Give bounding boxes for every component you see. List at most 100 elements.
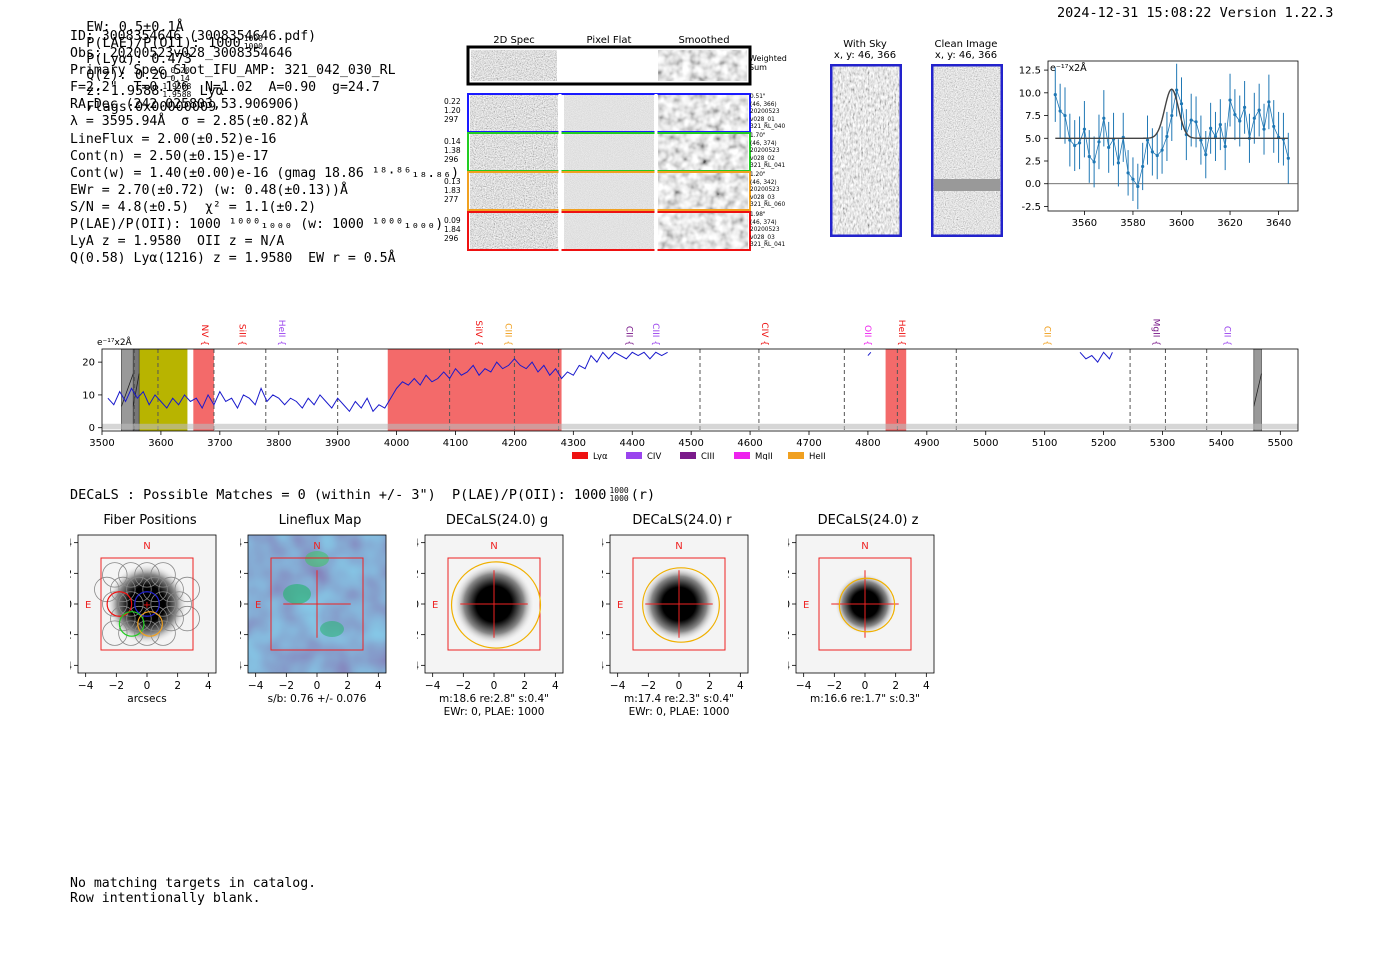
x-tick-label: 3700 [207, 438, 232, 449]
spectrum-line [867, 351, 872, 356]
aperture-ellipse [838, 577, 896, 633]
info-line: RA,Dec (242.025803,53.906906) [70, 97, 301, 113]
x-tick-label: 0 [314, 680, 321, 692]
east-label: E [803, 600, 809, 611]
x-tick-label: −4 [248, 680, 264, 692]
fiber-circle [118, 620, 144, 646]
info-line: Obs: 20200523v028_3008354646 [70, 46, 293, 62]
x-tick-label: −2 [827, 680, 842, 692]
info-line: Primary Spec_Slot_IFU_AMP: 321_042_030_R… [70, 63, 396, 79]
panel-caption: s/b: 0.76 +/- 0.076 [268, 693, 367, 705]
y-tick-label: 2 [788, 568, 790, 580]
y-axis-label: e⁻¹⁷x2Å [1050, 62, 1087, 74]
spec2d-panel: 2D Spec Pixel Flat Smoothed [440, 33, 800, 258]
fiber-circle [102, 562, 128, 588]
decals-panel: Fiber Positions + N E 4 −4 2 −2 0 0 −2 2 −4 4 arcsecs [70, 511, 250, 726]
east-label: E [432, 600, 438, 611]
x-tick-label: 4800 [855, 438, 880, 449]
x-tick-label: 4000 [384, 438, 409, 449]
info-line: EWr = 2.70(±0.72) (w: 0.48(±0.13))Å [70, 182, 348, 198]
row-stats: 0.22 1.20 297 [444, 97, 461, 124]
decals-image: + N E 4 −4 2 −2 0 0 −2 2 −4 4 arcsecs [70, 534, 217, 705]
y-tick-label: −4 [602, 660, 604, 672]
x-tick-label: 5200 [1091, 438, 1116, 449]
footer-notes: No matching targets in catalog. Row inte… [70, 876, 316, 906]
x-tick-label: −2 [109, 680, 124, 692]
fiber-circle [150, 591, 176, 617]
x-tick-label: 4500 [678, 438, 703, 449]
y-tick-label: 4 [788, 538, 790, 550]
y-tick-label: 5.0 [1025, 134, 1041, 145]
x-tick-label: 2 [174, 680, 181, 692]
fiber-circle [174, 605, 200, 632]
panel-caption: EWr: 0, PLAE: 1000 [629, 706, 730, 718]
x-tick-label: 4 [205, 680, 212, 692]
y-tick-label: −4 [788, 660, 790, 672]
flags-value: Flags:0x00000009 [86, 99, 217, 115]
plot-area [102, 349, 1298, 431]
fiber-circle [126, 605, 152, 632]
timestamp-version: 2024-12-31 15:08:22 Version 1.22.3 [1057, 5, 1334, 21]
row-meta: 0.51" (46, 366) 20200523 v028_01 321_RL_040 [750, 94, 786, 130]
decals-panel: DECaLS(24.0) rNE4−42−200−22−44m:17.4 re:… [602, 511, 782, 726]
spectrum-line [107, 351, 668, 413]
emission-line-label: CIV { [759, 322, 769, 346]
panel-caption: m:17.4 re:2.3" s:0.4" [624, 693, 734, 705]
x-tick-label: 3600 [1169, 218, 1194, 229]
lineflux-blob [305, 551, 329, 567]
header-bar: EW: 0.5±0.1Å P(LAE)/P(OII): 1000 1000 1000… [70, 3, 281, 115]
emission-line-label: SiII { [236, 324, 246, 346]
y-tick-label: 12.5 [1019, 66, 1041, 77]
x-tick-label: 4200 [502, 438, 527, 449]
x-tick-label: −2 [641, 680, 656, 692]
y-tick-label: 0 [417, 599, 419, 611]
fiber-circle [134, 620, 160, 646]
y-tick-label: 7.5 [1025, 111, 1041, 122]
hatch-line [121, 373, 134, 407]
red-band [193, 349, 214, 431]
info-line: ID: 3008354646 (3008354646.pdf) [70, 29, 317, 44]
fiber-circle [126, 576, 152, 603]
spectrum-line [1079, 351, 1113, 363]
x-tick-label: 4 [552, 680, 559, 692]
row-stats: 0.13 1.83 277 [444, 177, 461, 204]
y-tick-label: −2 [240, 630, 242, 642]
smoothed-col-title: Smoothed [678, 35, 730, 46]
decals-image: NE4−42−200−22−44m:17.4 re:2.3" s:0.4"EWr… [602, 534, 749, 718]
legend-swatch [626, 452, 642, 459]
row-meta: 1.20" (46, 342) 20200523 v028_03 321_RL_060 [750, 172, 786, 208]
y-tick-label: −2 [602, 630, 604, 642]
fiber-circle [142, 576, 168, 603]
spec2d-grid [466, 45, 752, 251]
row-meta: 1.98" (46, 374) 20200523 v028_03 321_RL_041 [750, 212, 786, 248]
clean-image-title: Clean Image x, y: 46, 366 [934, 39, 998, 61]
y-tick-label: 0 [602, 599, 604, 611]
x-tick-label: 0 [862, 680, 869, 692]
x-tick-label: 2 [706, 680, 713, 692]
fiber-circle [166, 591, 192, 617]
y-tick-label: 20 [82, 358, 95, 369]
fiber-circle [102, 591, 128, 617]
center-marker: + [143, 600, 151, 611]
y-tick-label: 4 [70, 538, 72, 550]
decals-panel: DECaLS(24.0) gNE4−42−200−22−44m:18.6 re:… [417, 511, 597, 726]
decals-panel: DECaLS(24.0) zNE4−42−200−22−44m:16.6 re:… [788, 511, 968, 726]
emission-line-label: CIII { [650, 323, 660, 346]
y-tick-label: 0 [788, 599, 790, 611]
legend-label: MgII [755, 452, 773, 460]
y-tick-label: −2 [70, 630, 72, 642]
emission-line-label: SiIV { [473, 320, 483, 346]
decals-panel-title: DECaLS(24.0) z [817, 513, 919, 528]
legend-swatch [734, 452, 750, 459]
decals-panel: Lineflux Map N E 4 −4 2 −2 0 0 −2 2 −4 4 s/b: 0.76 +/… [240, 511, 420, 726]
with-sky-image [830, 64, 902, 237]
spec-row-4 [467, 211, 751, 251]
aperture-ellipse [642, 567, 720, 643]
info-line: λ = 3595.94Å σ = 2.85(±0.82)Å [70, 114, 309, 130]
x-tick-label: 3500 [89, 438, 114, 449]
panel-caption: arcsecs [127, 693, 166, 705]
east-label: E [617, 600, 623, 611]
x-tick-label: 5400 [1209, 438, 1234, 449]
decals-panel-title: Fiber Positions [103, 513, 197, 528]
decals-image: N E 4 −4 2 −2 0 0 −2 2 −4 4 s/b: 0.76 +/- 0.076 [240, 534, 387, 705]
